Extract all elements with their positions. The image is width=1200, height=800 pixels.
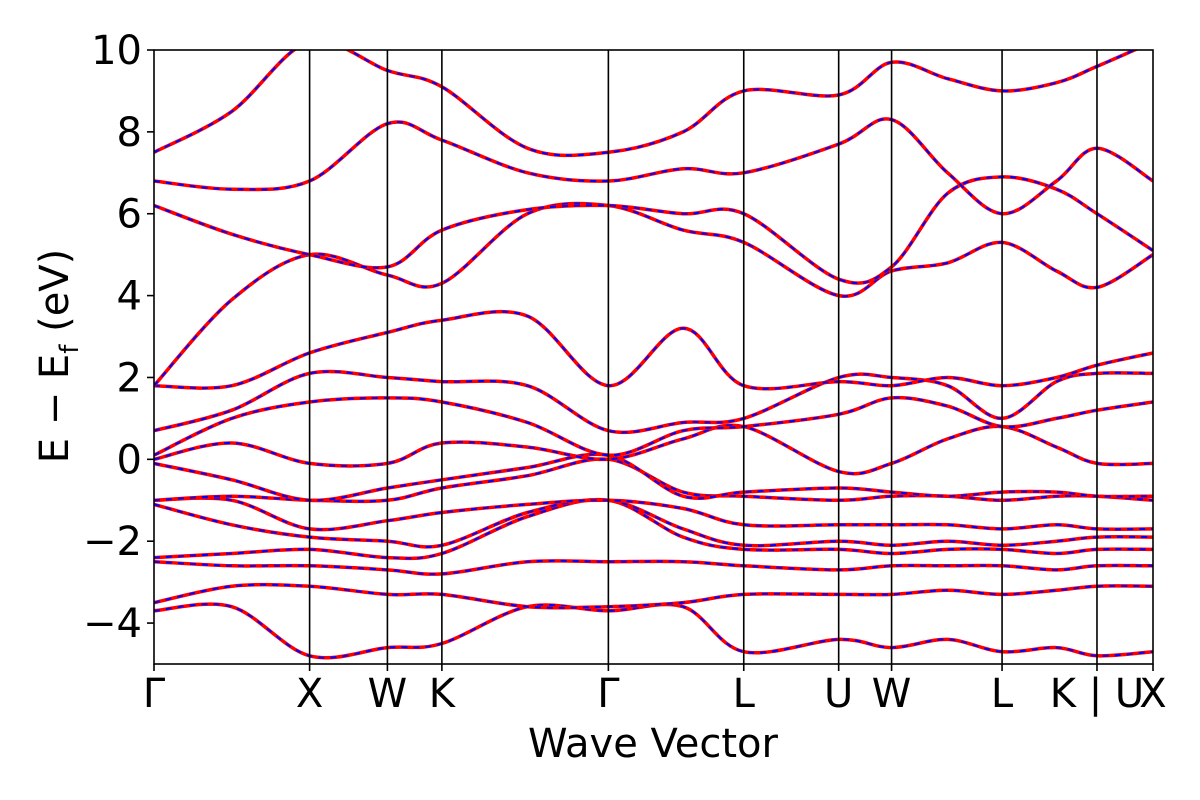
y-tick-label: 4 — [117, 274, 142, 320]
band-line-blue — [154, 583, 1153, 609]
bands-group — [154, 50, 1153, 660]
y-axis-label-subscript: f — [55, 344, 85, 354]
band-line-blue — [154, 117, 1153, 215]
x-tick-label: L — [991, 671, 1014, 717]
band-line-blue — [154, 202, 1153, 387]
band-line-blue — [154, 559, 1153, 576]
x-tick-label: K — [429, 671, 457, 717]
band-line-red — [154, 117, 1153, 216]
y-tick-label: 2 — [117, 355, 142, 401]
x-tick-label: W — [368, 671, 408, 717]
y-tick-label: −4 — [83, 601, 142, 647]
band-line-blue — [154, 603, 1153, 659]
band-line-blue — [154, 424, 1153, 475]
band-line-blue — [154, 50, 1137, 157]
x-tick-label: K | U — [1050, 671, 1144, 717]
plot-frame — [153, 49, 1154, 665]
x-tick-label: X — [296, 671, 323, 717]
y-tick-label: 8 — [117, 110, 142, 156]
band-line-blue — [154, 310, 1153, 390]
y-tick-label: 10 — [91, 28, 142, 74]
y-axis-label-main: E − E — [32, 354, 78, 464]
x-tick-label: X — [1139, 671, 1166, 717]
band-line-blue — [154, 175, 1153, 285]
x-tick-label: L — [733, 671, 756, 717]
x-axis-label: Wave Vector — [528, 721, 779, 767]
band-line-blue — [154, 498, 1153, 560]
y-axis-label-unit: (eV) — [32, 249, 78, 345]
band-line-blue — [154, 370, 1153, 434]
x-tick-label: Γ — [597, 671, 620, 717]
band-line-blue — [154, 457, 1153, 503]
band-line-blue — [154, 396, 1153, 457]
x-tick-label: W — [872, 671, 912, 717]
x-tick-label: Γ — [143, 671, 166, 717]
y-tick-label: 6 — [117, 192, 142, 238]
band-line-red — [154, 498, 1153, 549]
y-tick-label: −2 — [83, 519, 142, 565]
band-line-blue — [154, 497, 1153, 531]
y-axis-label: E − Ef (eV) — [32, 249, 85, 464]
band-line-red — [154, 201, 1153, 387]
band-line-blue — [154, 453, 1153, 502]
band-line-red — [154, 602, 1153, 660]
x-tick-label: U — [824, 671, 853, 717]
band-line-red — [154, 559, 1153, 576]
band-line-blue — [154, 498, 1153, 548]
y-tick-label: 0 — [117, 437, 142, 483]
band-line-red — [154, 50, 1139, 158]
band-line-red — [154, 175, 1153, 285]
band-line-red — [154, 582, 1153, 610]
band-line-red — [154, 423, 1153, 476]
